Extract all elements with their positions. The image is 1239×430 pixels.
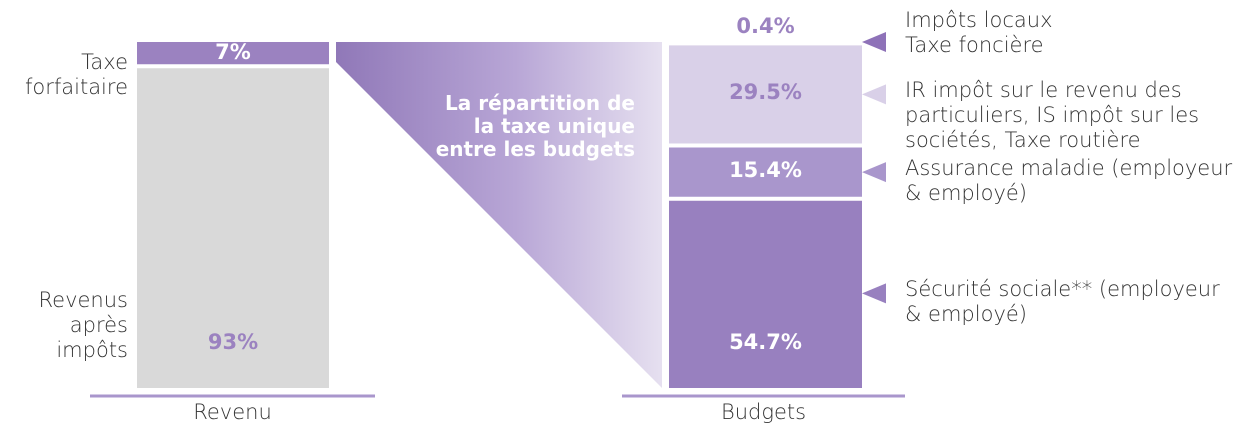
segment	[669, 145, 862, 199]
category-label: Budgets	[720, 400, 807, 424]
segment	[669, 198, 862, 388]
segment-name: IR impôt sur le revenu des particuliers,…	[905, 78, 1200, 153]
value-label: 0.4%	[736, 14, 795, 38]
pointer	[862, 84, 886, 105]
segment	[137, 66, 329, 388]
segment-name: Impôts locaux Taxe foncière	[905, 8, 1053, 57]
value-label: 93%	[207, 330, 259, 354]
pointer	[862, 32, 886, 52]
funnel	[336, 42, 662, 388]
value-label: 7%	[215, 40, 251, 65]
annotation: La répartition de la taxe unique entre l…	[435, 91, 635, 161]
segment	[669, 43, 862, 146]
pointer	[862, 283, 886, 304]
segment-name: Assurance maladie (employeur & employé)	[905, 156, 1233, 206]
value-label: 54.7%	[729, 330, 802, 354]
pointer	[862, 162, 886, 183]
segment-name: Revenus après impôts	[38, 288, 128, 362]
category-label: Revenu	[193, 400, 272, 424]
value-label: 29.5%	[729, 80, 802, 105]
segment	[137, 42, 329, 67]
segment-name: Taxe forfaitaire	[24, 50, 128, 99]
segment-name: Sécurité sociale** (employeur & employé)	[905, 277, 1220, 327]
value-label: 15.4%	[729, 158, 802, 183]
